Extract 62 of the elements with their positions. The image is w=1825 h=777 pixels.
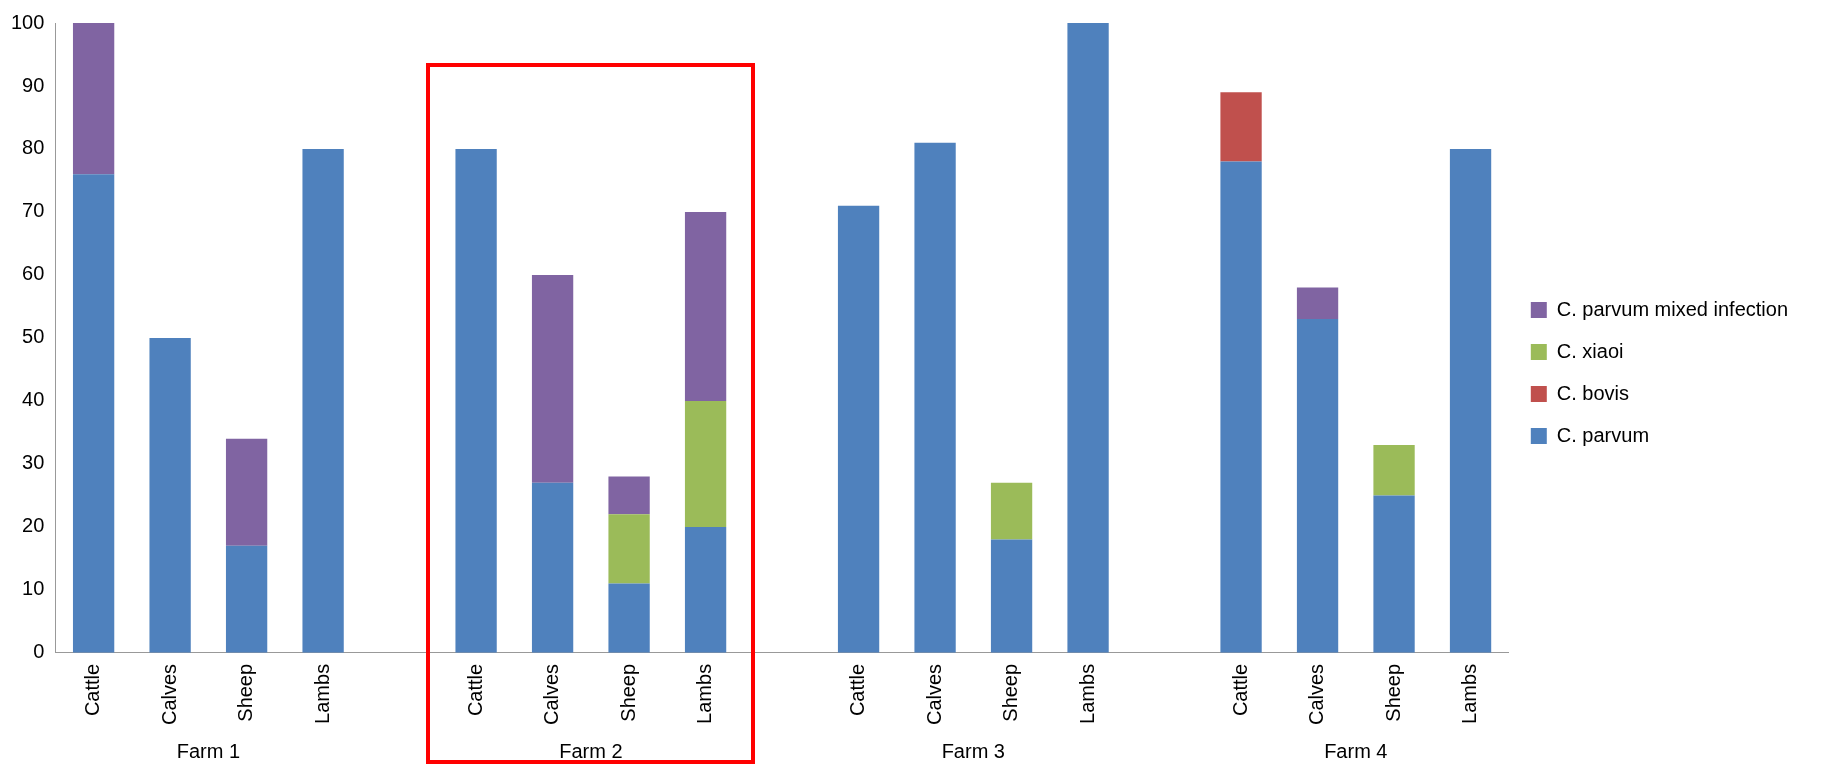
y-tick-label: 40 <box>22 388 45 411</box>
legend-label: C. parvum <box>1556 423 1650 446</box>
y-tick-label: 10 <box>22 577 45 600</box>
bar <box>1220 161 1262 653</box>
bar <box>990 482 1033 540</box>
text: Farm 2 <box>559 739 623 762</box>
bar <box>1220 92 1262 162</box>
bar <box>608 514 650 584</box>
bar <box>1296 287 1339 320</box>
x-tick-label: Cattle <box>463 663 486 717</box>
y-tick-label: 50 <box>22 325 45 348</box>
x-tick-label: Lambs <box>693 663 716 724</box>
bar <box>72 174 115 653</box>
text: Farm 1 <box>176 739 241 762</box>
bar <box>1373 445 1415 496</box>
y-tick-label: 0 <box>33 640 45 663</box>
x-tick-label: Lambs <box>1075 663 1098 724</box>
x-tick-label: Calves <box>922 663 945 726</box>
x-tick-label: Lambs <box>1458 663 1481 724</box>
x-tick-label: Calves <box>1305 663 1328 726</box>
legend-label: C. xiaoi <box>1556 339 1624 362</box>
bar <box>608 476 650 515</box>
bar <box>531 482 574 653</box>
bar <box>72 23 115 175</box>
x-tick-label: Lambs <box>310 663 333 724</box>
bar <box>837 205 880 653</box>
y-tick-label: 20 <box>22 514 45 537</box>
y-tick-label: 80 <box>22 136 45 159</box>
bar <box>225 545 268 653</box>
x-tick-label: Sheep <box>234 663 257 722</box>
x-tick-label: Sheep <box>1381 663 1404 722</box>
x-tick-label: Calves <box>540 663 563 726</box>
bar <box>990 539 1033 653</box>
x-tick-label: Cattle <box>846 663 869 717</box>
legend-label: C. parvum mixed infection <box>1556 297 1788 320</box>
x-tick-label: Cattle <box>81 663 104 717</box>
bar <box>914 142 956 653</box>
legend-label: C. bovis <box>1556 381 1630 404</box>
bar <box>455 148 497 653</box>
bar <box>608 583 650 653</box>
bar <box>684 211 727 401</box>
x-tick-label: Cattle <box>1228 663 1251 717</box>
bar <box>684 526 727 653</box>
bar <box>225 438 268 546</box>
y-tick-label: 90 <box>22 73 45 96</box>
x-tick-label: Calves <box>157 663 180 726</box>
bar <box>302 148 344 653</box>
y-tick-label: 70 <box>22 199 45 222</box>
bar <box>1296 319 1339 653</box>
y-tick-label: 30 <box>22 451 45 474</box>
bar <box>1449 148 1492 653</box>
y-tick-label: 60 <box>22 262 45 285</box>
bar <box>531 274 574 483</box>
bar <box>149 337 191 653</box>
x-tick-label: Sheep <box>616 663 639 722</box>
text: Farm 3 <box>941 739 1005 762</box>
text: Farm 4 <box>1324 739 1388 762</box>
bar <box>1373 495 1415 653</box>
bar <box>684 400 727 527</box>
y-tick-label: 100 <box>10 10 45 33</box>
bar <box>1067 23 1109 653</box>
x-tick-label: Sheep <box>999 663 1022 722</box>
